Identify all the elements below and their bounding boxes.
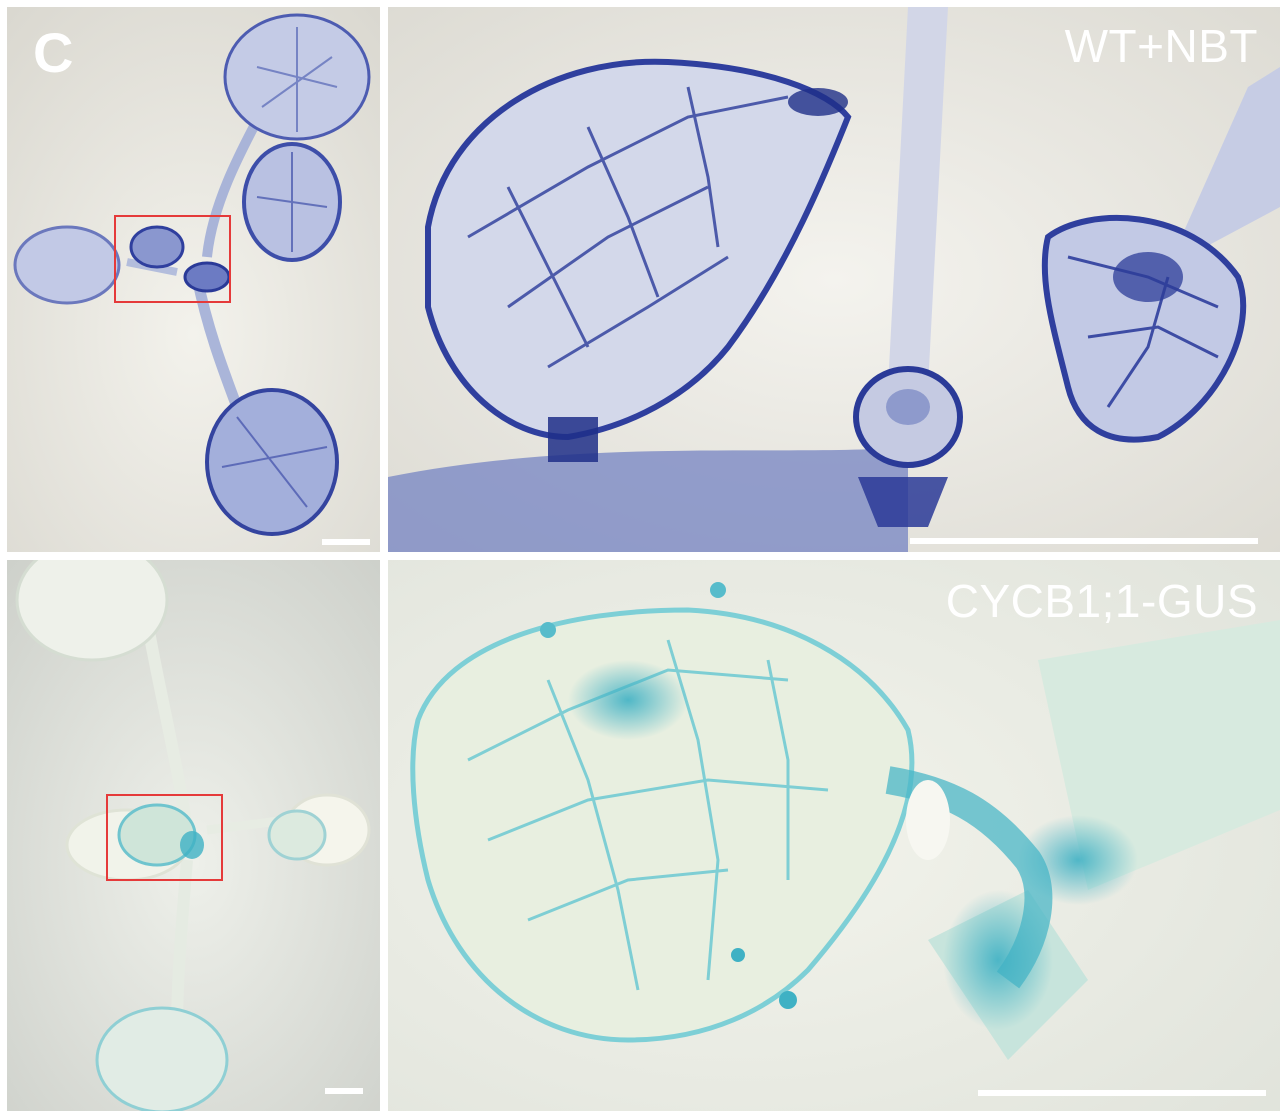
scale-bar <box>978 1090 1266 1096</box>
zoom-region-box <box>106 794 223 881</box>
scale-bar <box>325 1088 363 1094</box>
row-label-gus: CYCB1;1-GUS <box>945 575 1258 627</box>
gus-zoom-image <box>388 560 1280 1111</box>
row-label-wt: WT+NBT <box>1064 20 1258 72</box>
zoom-region-box <box>114 215 231 303</box>
panel-letter: C <box>33 21 74 84</box>
wt-seedling-image <box>7 7 380 552</box>
panel-wt-overview: C <box>7 7 380 552</box>
panel-wt-zoom: WT+NBT <box>388 7 1280 552</box>
scale-bar <box>322 539 370 545</box>
scale-bar <box>910 538 1258 544</box>
wt-zoom-image <box>388 7 1280 552</box>
panel-gus-overview <box>7 560 380 1111</box>
gus-seedling-image <box>7 560 380 1111</box>
panel-gus-zoom: CYCB1;1-GUS <box>388 560 1280 1111</box>
